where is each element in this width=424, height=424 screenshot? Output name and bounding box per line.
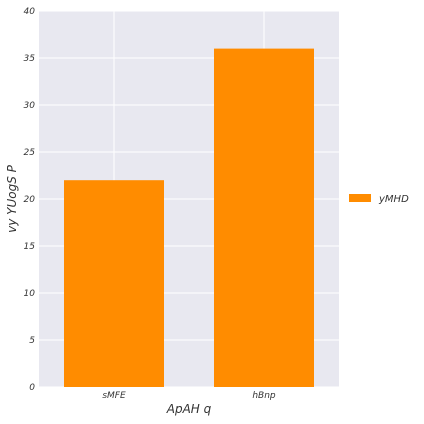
- x-tick-label: hBnp: [252, 391, 276, 401]
- bar-hBnp: [214, 48, 314, 387]
- y-axis-label: vy YUogS P: [5, 164, 19, 233]
- legend-label: yMHD: [378, 194, 409, 205]
- y-tick-label: 5: [29, 336, 35, 346]
- y-tick-label: 25: [24, 148, 36, 158]
- bars: [64, 48, 314, 387]
- y-axis-ticks: 0 5 10 15 20 25 30 35 40: [24, 7, 36, 393]
- y-tick-label: 30: [24, 101, 36, 111]
- y-tick-label: 15: [24, 242, 36, 252]
- legend: yMHD: [349, 194, 409, 205]
- y-tick-label: 20: [24, 195, 36, 205]
- x-tick-label: sMFE: [102, 391, 126, 401]
- y-tick-label: 0: [29, 383, 35, 393]
- legend-swatch: [349, 194, 371, 202]
- x-axis-label: ApAH q: [166, 402, 212, 416]
- bar-sMFE: [64, 180, 164, 387]
- y-tick-label: 40: [24, 7, 36, 17]
- x-axis-ticks: sMFE hBnp: [102, 391, 276, 401]
- y-tick-label: 35: [24, 54, 36, 64]
- y-tick-label: 10: [24, 289, 36, 299]
